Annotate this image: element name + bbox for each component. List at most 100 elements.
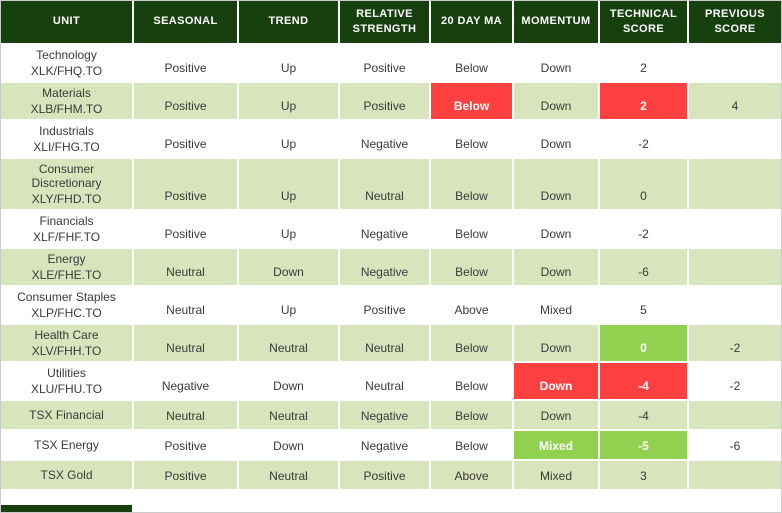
ma20-cell: Below bbox=[431, 159, 512, 210]
momentum-cell: Down bbox=[514, 325, 598, 362]
seasonal-cell: Neutral bbox=[134, 249, 237, 286]
unit-name: Utilities bbox=[47, 366, 86, 381]
unit-ticker: XLI/FHG.TO bbox=[33, 139, 100, 154]
previous-score-cell bbox=[689, 211, 781, 248]
trend-cell: Up bbox=[239, 83, 338, 119]
relative-strength-cell: Neutral bbox=[340, 159, 429, 210]
previous-score-cell bbox=[689, 45, 781, 81]
momentum-cell: Down bbox=[514, 249, 598, 286]
technical-score-cell: -6 bbox=[600, 249, 687, 286]
stub-blank bbox=[340, 505, 429, 512]
empty-cell bbox=[689, 491, 781, 504]
empty-cell bbox=[514, 491, 598, 504]
technical-score-cell: 2 bbox=[600, 83, 687, 119]
unit-name: TSX Financial bbox=[29, 407, 104, 422]
technical-score-cell: 0 bbox=[600, 159, 687, 210]
ma20-cell: Below bbox=[431, 363, 512, 400]
header-trend: TREND bbox=[239, 1, 338, 43]
technical-score-cell: 3 bbox=[600, 461, 687, 490]
unit-cell: TSX Energy bbox=[1, 431, 132, 460]
empty-cell bbox=[134, 491, 237, 504]
header-previous-score: PREVIOUS SCORE bbox=[689, 1, 781, 43]
momentum-cell: Down bbox=[514, 211, 598, 248]
momentum-cell: Down bbox=[514, 83, 598, 119]
previous-score-cell bbox=[689, 461, 781, 490]
stub-blank bbox=[689, 505, 781, 512]
unit-ticker: XLY/FHD.TO bbox=[31, 191, 102, 206]
unit-cell: Consumer Discretionary XLY/FHD.TO bbox=[1, 159, 132, 210]
momentum-cell: Mixed bbox=[514, 431, 598, 460]
ma20-cell: Below bbox=[431, 325, 512, 362]
relative-strength-cell: Neutral bbox=[340, 363, 429, 400]
header-momentum: MOMENTUM bbox=[514, 1, 598, 43]
previous-score-cell bbox=[689, 159, 781, 210]
stub-blank bbox=[134, 505, 237, 512]
header-20-day-ma: 20 DAY MA bbox=[431, 1, 512, 43]
relative-strength-cell: Positive bbox=[340, 83, 429, 119]
header-technical-score: TECHNICAL SCORE bbox=[600, 1, 687, 43]
ma20-cell: Above bbox=[431, 287, 512, 324]
empty-cell bbox=[1, 491, 132, 504]
seasonal-cell: Positive bbox=[134, 431, 237, 460]
unit-ticker: XLV/FHH.TO bbox=[31, 343, 102, 358]
empty-cell bbox=[239, 491, 338, 504]
ma20-cell: Below bbox=[431, 401, 512, 430]
technical-score-cell: -2 bbox=[600, 211, 687, 248]
momentum-cell: Mixed bbox=[514, 287, 598, 324]
trend-cell: Neutral bbox=[239, 401, 338, 430]
ma20-cell: Below bbox=[431, 211, 512, 248]
seasonal-cell: Negative bbox=[134, 363, 237, 400]
trend-cell: Up bbox=[239, 121, 338, 157]
momentum-cell: Mixed bbox=[514, 461, 598, 490]
unit-name: TSX Gold bbox=[40, 467, 93, 482]
stub-blank bbox=[514, 505, 598, 512]
previous-score-cell: -2 bbox=[689, 363, 781, 400]
seasonal-cell: Neutral bbox=[134, 401, 237, 430]
unit-cell: Energy XLE/FHE.TO bbox=[1, 249, 132, 286]
momentum-cell: Down bbox=[514, 401, 598, 430]
unit-cell: Materials XLB/FHM.TO bbox=[1, 83, 132, 119]
relative-strength-cell: Positive bbox=[340, 461, 429, 490]
unit-cell: Industrials XLI/FHG.TO bbox=[1, 121, 132, 157]
empty-cell bbox=[600, 491, 687, 504]
relative-strength-cell: Positive bbox=[340, 287, 429, 324]
ma20-cell: Below bbox=[431, 121, 512, 157]
unit-name: TSX Energy bbox=[34, 437, 99, 452]
ma20-cell: Below bbox=[431, 83, 512, 119]
relative-strength-cell: Negative bbox=[340, 401, 429, 430]
previous-score-cell: -2 bbox=[689, 325, 781, 362]
ma20-cell: Below bbox=[431, 45, 512, 81]
empty-cell bbox=[431, 491, 512, 504]
trend-cell: Down bbox=[239, 431, 338, 460]
unit-ticker: XLP/FHC.TO bbox=[31, 305, 102, 320]
technical-score-cell: 2 bbox=[600, 45, 687, 81]
stub-blank bbox=[600, 505, 687, 512]
seasonal-cell: Positive bbox=[134, 461, 237, 490]
stub-blank bbox=[239, 505, 338, 512]
seasonal-cell: Positive bbox=[134, 83, 237, 119]
trend-cell: Up bbox=[239, 159, 338, 210]
relative-strength-cell: Positive bbox=[340, 45, 429, 81]
unit-ticker: XLB/FHM.TO bbox=[30, 101, 103, 116]
previous-score-cell: 4 bbox=[689, 83, 781, 119]
partial-header-stub bbox=[1, 505, 132, 512]
relative-strength-cell: Negative bbox=[340, 431, 429, 460]
momentum-cell: Down bbox=[514, 159, 598, 210]
header-relative-strength: RELATIVE STRENGTH bbox=[340, 1, 429, 43]
unit-cell: Financials XLF/FHF.TO bbox=[1, 211, 132, 248]
unit-name: Consumer Discretionary bbox=[31, 162, 102, 191]
seasonal-cell: Positive bbox=[134, 211, 237, 248]
technical-score-cell: -5 bbox=[600, 431, 687, 460]
unit-ticker: XLF/FHF.TO bbox=[32, 229, 101, 244]
trend-cell: Neutral bbox=[239, 461, 338, 490]
unit-name: Consumer Staples bbox=[17, 290, 116, 305]
unit-name: Health Care bbox=[34, 328, 99, 343]
momentum-cell: Down bbox=[514, 363, 598, 400]
trend-cell: Up bbox=[239, 45, 338, 81]
ma20-cell: Below bbox=[431, 249, 512, 286]
unit-cell: Technology XLK/FHQ.TO bbox=[1, 45, 132, 81]
unit-name: Financials bbox=[39, 214, 94, 229]
unit-ticker: XLE/FHE.TO bbox=[31, 267, 102, 282]
